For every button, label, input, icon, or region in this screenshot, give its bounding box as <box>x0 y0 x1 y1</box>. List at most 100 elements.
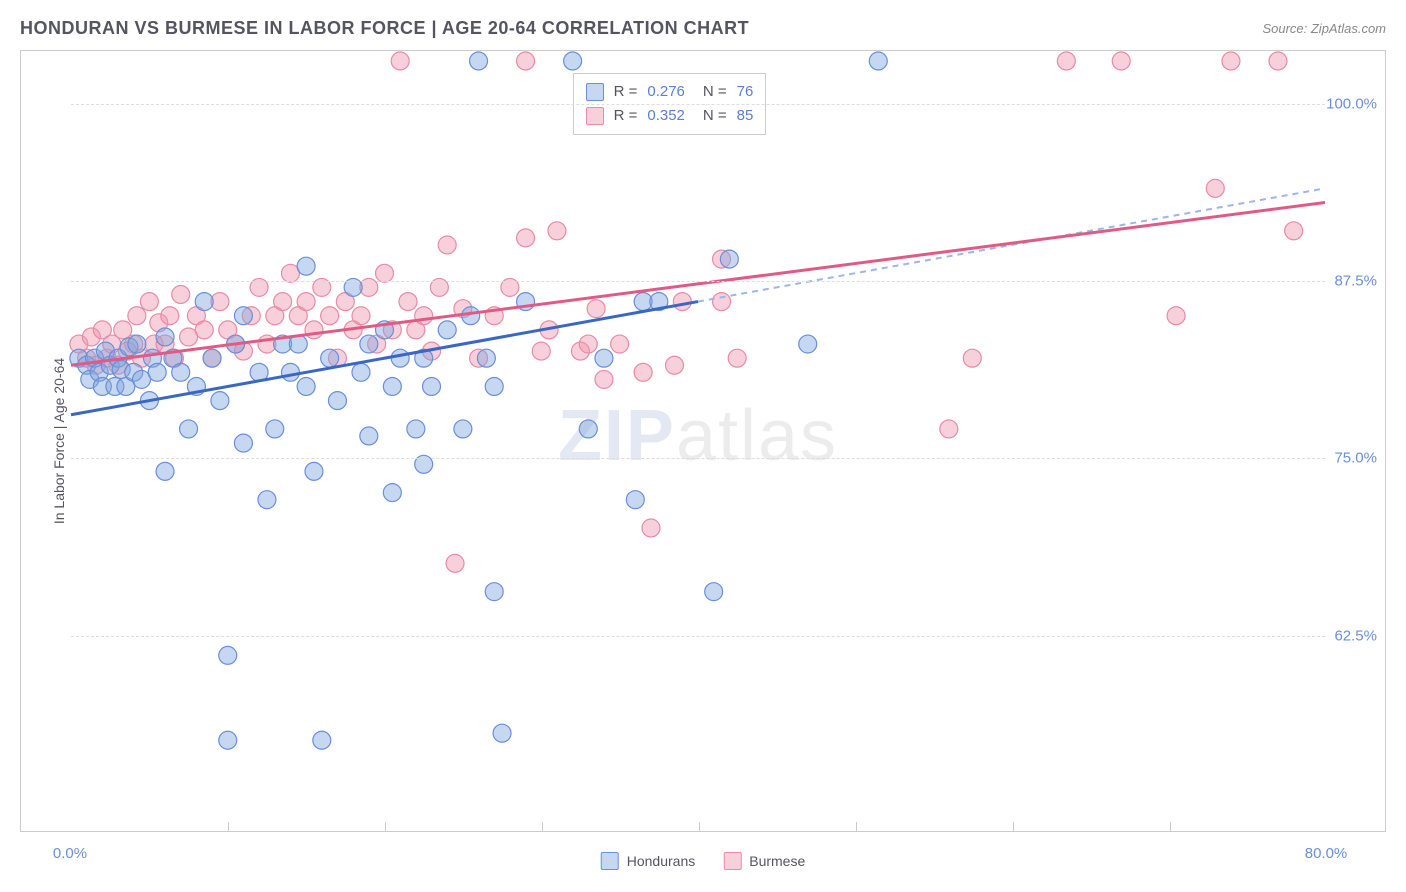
data-point <box>297 257 315 275</box>
data-point <box>1285 222 1303 240</box>
data-point <box>172 286 190 304</box>
y-axis-title: In Labor Force | Age 20-64 <box>51 358 67 524</box>
data-point <box>128 307 146 325</box>
data-point <box>234 434 252 452</box>
legend-item: Hondurans <box>601 852 696 870</box>
stats-n-label: N = <box>703 80 727 104</box>
legend-swatch <box>723 852 741 870</box>
stats-n-value: 85 <box>737 104 754 128</box>
data-point <box>328 392 346 410</box>
stats-row: R = 0.276 N = 76 <box>586 80 754 104</box>
data-point <box>407 420 425 438</box>
chart-header: HONDURAN VS BURMESE IN LABOR FORCE | AGE… <box>0 0 1406 49</box>
gridline <box>71 636 1325 637</box>
data-point <box>140 293 158 311</box>
x-tick <box>1170 822 1171 832</box>
x-tick <box>1013 822 1014 832</box>
stats-n-value: 76 <box>737 80 754 104</box>
data-point <box>869 52 887 70</box>
series-legend: Hondurans Burmese <box>601 852 806 870</box>
legend-swatch <box>601 852 619 870</box>
data-point <box>297 293 315 311</box>
data-point <box>203 349 221 367</box>
stats-n-label: N = <box>703 104 727 128</box>
data-point <box>128 335 146 353</box>
data-point <box>720 250 738 268</box>
data-point <box>626 491 644 509</box>
data-point <box>415 307 433 325</box>
data-point <box>438 236 456 254</box>
legend-swatch <box>586 107 604 125</box>
data-point <box>579 335 597 353</box>
data-point <box>321 307 339 325</box>
legend-label: Burmese <box>749 853 805 869</box>
chart-container: In Labor Force | Age 20-64 ZIPatlas R = … <box>20 50 1386 832</box>
data-point <box>360 427 378 445</box>
data-point <box>517 52 535 70</box>
data-point <box>485 583 503 601</box>
stats-r-value: 0.276 <box>647 80 685 104</box>
gridline <box>71 104 1325 105</box>
data-point <box>470 52 488 70</box>
x-tick <box>699 822 700 832</box>
data-point <box>454 420 472 438</box>
gridline <box>71 281 1325 282</box>
stats-row: R = 0.352 N = 85 <box>586 104 754 128</box>
data-point <box>634 363 652 381</box>
data-point <box>705 583 723 601</box>
legend-label: Hondurans <box>627 853 696 869</box>
gridline <box>71 458 1325 459</box>
stats-r-label: R = <box>614 80 638 104</box>
data-point <box>673 293 691 311</box>
data-point <box>391 349 409 367</box>
data-point <box>532 342 550 360</box>
data-point <box>1222 52 1240 70</box>
y-tick-label: 100.0% <box>1326 95 1377 112</box>
data-point <box>352 363 370 381</box>
data-point <box>564 52 582 70</box>
data-point <box>305 462 323 480</box>
data-point <box>180 420 198 438</box>
data-point <box>391 52 409 70</box>
x-tick <box>856 822 857 832</box>
data-point <box>156 328 174 346</box>
x-tick-label: 80.0% <box>1305 845 1348 862</box>
data-point <box>940 420 958 438</box>
y-tick-label: 75.0% <box>1334 450 1377 467</box>
data-point <box>477 349 495 367</box>
data-point <box>313 731 331 749</box>
data-point <box>266 420 284 438</box>
plot-area: ZIPatlas R = 0.276 N = 76 R = 0.352 N = … <box>71 61 1325 811</box>
data-point <box>281 363 299 381</box>
x-tick <box>542 822 543 832</box>
data-point <box>1112 52 1130 70</box>
data-point <box>195 321 213 339</box>
x-tick-label: 0.0% <box>53 845 87 862</box>
data-point <box>799 335 817 353</box>
stats-r-label: R = <box>614 104 638 128</box>
x-tick <box>228 822 229 832</box>
data-point <box>1269 52 1287 70</box>
data-point <box>360 335 378 353</box>
x-tick <box>385 822 386 832</box>
data-point <box>579 420 597 438</box>
data-point <box>383 377 401 395</box>
data-point <box>1057 52 1075 70</box>
y-tick-label: 62.5% <box>1334 627 1377 644</box>
data-point <box>274 293 292 311</box>
data-point <box>423 377 441 395</box>
data-point <box>666 356 684 374</box>
chart-title: HONDURAN VS BURMESE IN LABOR FORCE | AGE… <box>20 18 749 39</box>
data-point <box>548 222 566 240</box>
data-point <box>611 335 629 353</box>
data-point <box>642 519 660 537</box>
data-point <box>161 307 179 325</box>
data-point <box>305 321 323 339</box>
data-point <box>148 363 166 381</box>
data-point <box>321 349 339 367</box>
data-point <box>195 293 213 311</box>
data-point <box>595 349 613 367</box>
data-point <box>219 731 237 749</box>
trend-line <box>698 188 1325 301</box>
data-point <box>399 293 417 311</box>
